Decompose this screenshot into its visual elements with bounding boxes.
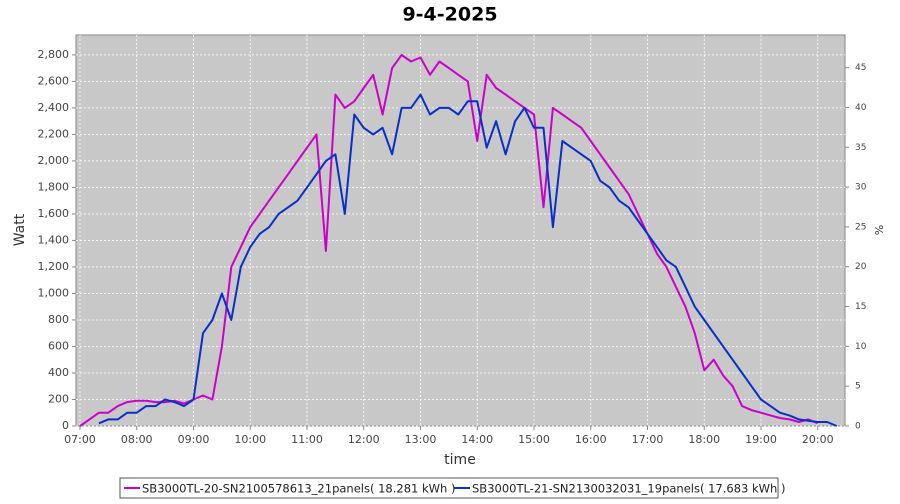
y-tick-label: 2,800 [38,48,70,61]
series-line [98,93,838,427]
x-tick-label: 18:00 [688,433,720,446]
y2-tick-label: 0 [855,422,861,432]
y2-tick-label: 25 [855,222,866,232]
x-tick-label: 11:00 [291,433,323,446]
x-tick-label: 13:00 [405,433,437,446]
y2-tick-label: 10 [855,342,867,352]
y-axis-label: Watt [12,213,28,246]
x-tick-label: 20:00 [802,433,834,446]
y-tick-label: 600 [48,339,69,352]
x-tick-label: 09:00 [178,433,210,446]
y2-tick-label: 30 [855,183,867,193]
y-tick-label: 800 [48,313,69,326]
legend-label: SB3000TL-20-SN2100578613_21panels( 18.28… [142,482,455,496]
chart-title: 9-4-2025 [402,4,497,26]
y-tick-label: 200 [48,392,69,405]
y2-tick-label: 15 [855,302,866,312]
y-tick-label: 2,000 [38,154,70,167]
y-tick-label: 1,600 [38,207,70,220]
x-tick-label: 14:00 [461,433,493,446]
x-tick-label: 12:00 [348,433,380,446]
x-tick-label: 15:00 [518,433,550,446]
series-line [79,53,819,427]
x-tick-label: 07:00 [64,433,96,446]
y-tick-label: 2,200 [38,127,70,140]
y-tick-label: 0 [62,419,69,432]
plot-area [75,34,846,427]
y2-tick-label: 45 [855,63,866,73]
y-tick-label: 1,800 [38,180,70,193]
x-tick-label: 10:00 [234,433,266,446]
x-axis-label: time [444,452,476,468]
y-tick-label: 1,000 [38,286,70,299]
y2-tick-label: 35 [855,143,866,153]
x-tick-label: 16:00 [575,433,607,446]
y-tick-label: 2,600 [38,74,70,87]
y-tick-label: 1,400 [38,233,70,246]
y-tick-label: 1,200 [38,260,70,273]
y2-tick-label: 40 [855,103,867,113]
x-tick-label: 08:00 [121,433,153,446]
x-tick-label: 17:00 [632,433,664,446]
y2-tick-label: 20 [855,262,867,272]
y-tick-label: 2,400 [38,101,70,114]
legend-label: SB3000TL-21-SN2130032031_19panels( 17.68… [472,482,785,496]
y2-axis-label: % [873,225,886,235]
legend [119,477,779,499]
y2-tick-label: 5 [855,382,861,392]
y-tick-label: 400 [48,366,69,379]
x-tick-label: 19:00 [745,433,777,446]
